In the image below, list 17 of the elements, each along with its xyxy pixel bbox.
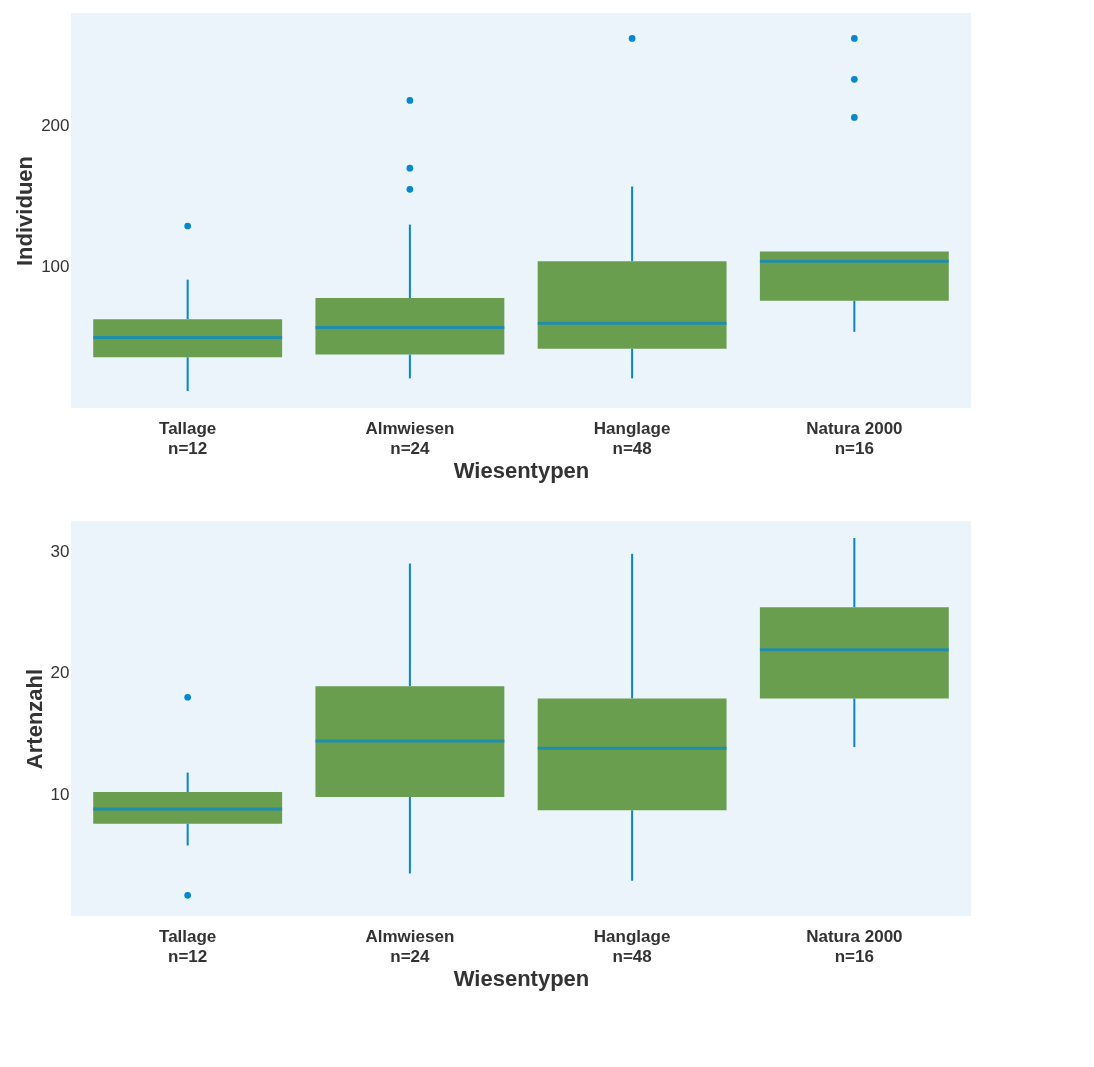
y-tick-label: 30 [50,541,70,561]
x-tick-label: Almwiesen n=24 [365,418,455,458]
y-tick-label: 100 [41,257,70,277]
y-axis-title: Individuen [12,156,38,266]
y-axis-title: Artenzahl [21,668,47,770]
x-axis-title: Wiesentypen [453,457,590,483]
x-axis-title: Wiesentypen [453,965,590,991]
x-tick-label: Hanglage n=48 [593,926,671,966]
x-tick-label: Hanglage n=48 [593,418,671,458]
x-tick-label: Natura 2000 n=16 [806,418,903,458]
y-tick-label: 200 [41,116,70,136]
x-tick-label: Natura 2000 n=16 [806,926,903,966]
x-tick-label: Tallage n=12 [159,926,217,966]
x-tick-label: Almwiesen n=24 [365,926,455,966]
x-tick-label: Tallage n=12 [159,418,217,458]
y-tick-label: 10 [50,784,70,804]
y-tick-label: 20 [50,663,70,683]
